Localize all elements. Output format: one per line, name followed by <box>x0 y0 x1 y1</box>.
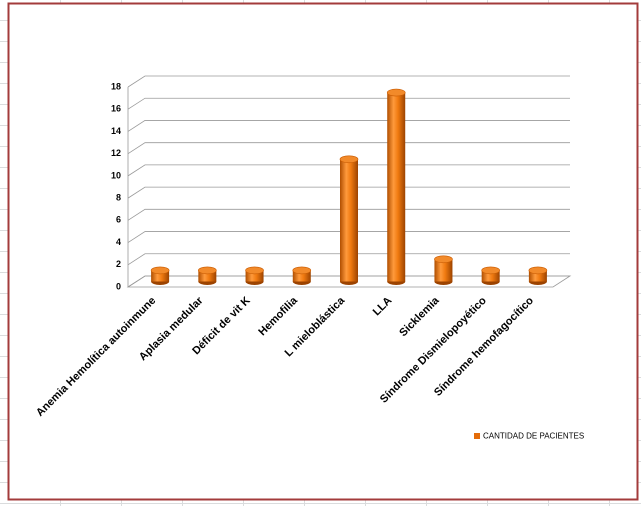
grid-line <box>127 164 570 177</box>
bar-top <box>481 266 500 275</box>
chart-frame <box>7 2 639 501</box>
bar-top <box>386 88 406 97</box>
y-tick-label: 2 <box>116 259 121 269</box>
bar-top <box>292 266 312 275</box>
bar <box>387 92 406 282</box>
y-tick-label: 16 <box>111 104 121 114</box>
legend-swatch <box>474 433 480 439</box>
grid-line <box>127 142 570 155</box>
grid-line <box>127 275 570 288</box>
grid-line <box>127 253 570 266</box>
bar-top <box>528 266 548 275</box>
bar <box>198 270 217 282</box>
bar-top <box>339 155 359 164</box>
grid-line <box>127 186 570 199</box>
bar <box>481 270 500 282</box>
bar <box>151 270 170 282</box>
bar <box>528 270 547 282</box>
y-tick-label: 4 <box>116 237 121 247</box>
bar <box>340 159 358 282</box>
grid-line <box>127 75 570 88</box>
y-tick-label: 14 <box>111 126 121 136</box>
y-tick-label: 8 <box>116 192 121 202</box>
y-tick-label: 18 <box>111 81 121 91</box>
bar-top <box>245 266 264 275</box>
bar <box>292 270 311 282</box>
bar-top <box>150 266 170 275</box>
bar-top <box>198 266 217 275</box>
grid-line <box>127 208 570 221</box>
legend-label: CANTIDAD DE PACIENTES <box>483 432 584 441</box>
bar <box>434 259 453 282</box>
grid-line <box>127 120 570 132</box>
y-tick-label: 6 <box>116 215 121 225</box>
grid-line <box>127 97 570 110</box>
y-tick-label: 12 <box>111 148 121 158</box>
y-tick-label: 10 <box>111 170 121 180</box>
grid-line <box>127 231 570 243</box>
bar <box>245 270 264 282</box>
y-tick-label: 0 <box>116 281 121 291</box>
bar-top <box>434 255 453 264</box>
